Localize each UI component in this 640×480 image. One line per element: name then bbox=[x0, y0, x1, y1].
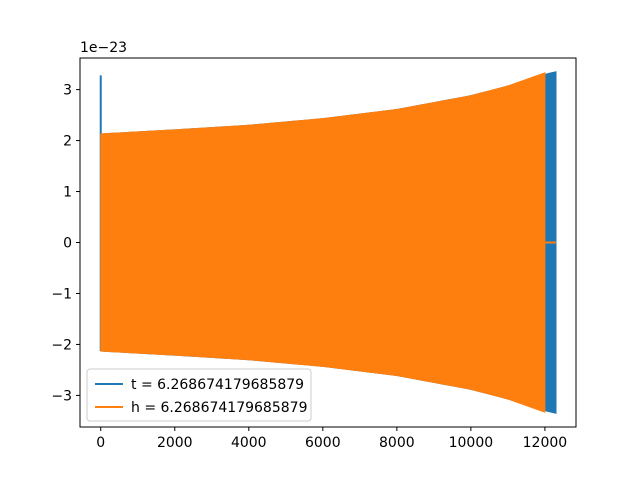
series-h bbox=[100, 72, 557, 413]
legend: t = 6.268674179685879 h = 6.268674179685… bbox=[86, 368, 312, 422]
x-tick-label: 6000 bbox=[305, 435, 341, 451]
y-tick-label: 2 bbox=[63, 134, 72, 150]
x-tick-label: 2000 bbox=[157, 435, 193, 451]
y-tick-label: −3 bbox=[51, 388, 72, 404]
x-tick-label: 12000 bbox=[523, 435, 568, 451]
x-axis: 0 2000 4000 6000 8000 10000 12000 bbox=[96, 427, 567, 451]
y-tick-label: −1 bbox=[51, 286, 72, 302]
legend-label-h: h = 6.268674179685879 bbox=[131, 400, 307, 416]
y-tick-label: 3 bbox=[63, 83, 72, 99]
x-tick-label: 8000 bbox=[379, 435, 415, 451]
x-tick-label: 10000 bbox=[449, 435, 494, 451]
series-band-h bbox=[100, 72, 546, 413]
series-layer bbox=[99, 71, 557, 414]
legend-label-t: t = 6.268674179685879 bbox=[131, 377, 304, 393]
y-tick-label: 0 bbox=[63, 236, 72, 252]
y-tick-label: −2 bbox=[51, 337, 72, 353]
y-tick-label: 1 bbox=[63, 185, 72, 201]
x-tick-label: 4000 bbox=[231, 435, 267, 451]
x-tick-label: 0 bbox=[96, 435, 105, 451]
y-axis: 3 2 1 0 −1 −2 −3 bbox=[51, 83, 80, 404]
legend-box bbox=[86, 368, 312, 422]
y-offset-label: 1e−23 bbox=[80, 40, 127, 56]
